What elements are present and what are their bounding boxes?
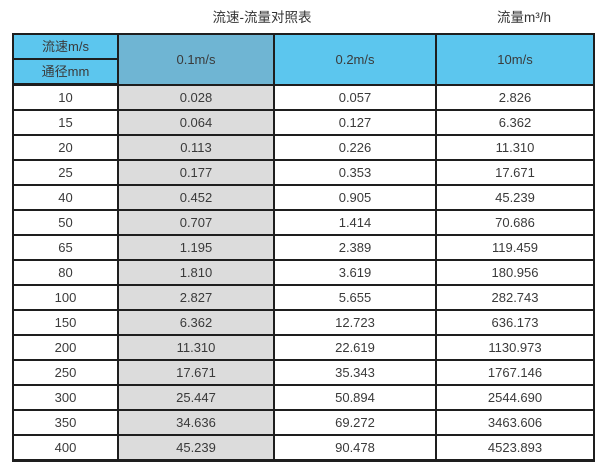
header-row-top: 流速m/s 0.1m/s 0.2m/s 10m/s [12, 33, 595, 86]
diameter-cell: 10 [12, 83, 119, 111]
value-cell-0.1ms: 17.671 [117, 359, 275, 386]
value-cell-0.2ms: 0.226 [273, 134, 437, 161]
value-cell-0.1ms: 0.113 [117, 134, 275, 161]
value-cell-0.1ms: 6.362 [117, 309, 275, 336]
value-cell-0.2ms: 90.478 [273, 434, 437, 462]
diameter-cell: 250 [12, 359, 119, 386]
value-cell-0.2ms: 0.057 [273, 83, 437, 111]
diameter-cell: 350 [12, 409, 119, 436]
value-cell-10ms: 119.459 [435, 234, 595, 261]
value-cell-10ms: 1767.146 [435, 359, 595, 386]
value-cell-0.1ms: 11.310 [117, 334, 275, 361]
value-cell-0.1ms: 0.452 [117, 184, 275, 211]
table-row: 250 17.671 35.343 1767.146 [12, 359, 595, 386]
value-cell-0.1ms: 34.636 [117, 409, 275, 436]
table-row: 65 1.195 2.389 119.459 [12, 234, 595, 261]
diameter-cell: 20 [12, 134, 119, 161]
column-header-0.1ms: 0.1m/s [117, 33, 275, 86]
header-velocity-label: 流速m/s [12, 33, 119, 60]
value-cell-10ms: 3463.606 [435, 409, 595, 436]
value-cell-0.2ms: 22.619 [273, 334, 437, 361]
value-cell-0.1ms: 0.028 [117, 83, 275, 111]
value-cell-10ms: 2544.690 [435, 384, 595, 411]
value-cell-0.2ms: 0.905 [273, 184, 437, 211]
value-cell-0.2ms: 35.343 [273, 359, 437, 386]
diameter-cell: 300 [12, 384, 119, 411]
value-cell-0.1ms: 1.810 [117, 259, 275, 286]
value-cell-0.2ms: 5.655 [273, 284, 437, 311]
table-row: 300 25.447 50.894 2544.690 [12, 384, 595, 411]
flow-rate-table: 流速m/s 0.1m/s 0.2m/s 10m/s 通径mm 10 0.028 … [12, 33, 595, 462]
value-cell-10ms: 1130.973 [435, 334, 595, 361]
diameter-cell: 40 [12, 184, 119, 211]
value-cell-10ms: 45.239 [435, 184, 595, 211]
value-cell-10ms: 17.671 [435, 159, 595, 186]
diameter-cell: 200 [12, 334, 119, 361]
value-cell-0.2ms: 2.389 [273, 234, 437, 261]
value-cell-10ms: 4523.893 [435, 434, 595, 462]
value-cell-10ms: 180.956 [435, 259, 595, 286]
value-cell-0.2ms: 3.619 [273, 259, 437, 286]
value-cell-10ms: 636.173 [435, 309, 595, 336]
value-cell-0.2ms: 12.723 [273, 309, 437, 336]
value-cell-0.2ms: 50.894 [273, 384, 437, 411]
diameter-cell: 50 [12, 209, 119, 236]
table-row: 400 45.239 90.478 4523.893 [12, 434, 595, 462]
diameter-cell: 15 [12, 109, 119, 136]
value-cell-0.1ms: 2.827 [117, 284, 275, 311]
value-cell-0.1ms: 0.177 [117, 159, 275, 186]
table-row: 50 0.707 1.414 70.686 [12, 209, 595, 236]
value-cell-0.1ms: 45.239 [117, 434, 275, 462]
header-row-bottom: 通径mm [12, 58, 594, 86]
value-cell-10ms: 11.310 [435, 134, 595, 161]
header-diameter-label: 通径mm [12, 58, 119, 86]
value-cell-0.2ms: 1.414 [273, 209, 437, 236]
value-cell-10ms: 282.743 [435, 284, 595, 311]
flow-unit-label: 流量m³/h [497, 10, 551, 25]
table-row: 200 11.310 22.619 1130.973 [12, 334, 595, 361]
column-header-0.2ms: 0.2m/s [273, 33, 437, 86]
diameter-cell: 65 [12, 234, 119, 261]
column-header-10ms: 10m/s [435, 33, 595, 86]
table-row: 100 2.827 5.655 282.743 [12, 284, 595, 311]
value-cell-0.1ms: 0.707 [117, 209, 275, 236]
value-cell-0.1ms: 25.447 [117, 384, 275, 411]
table-row: 10 0.028 0.057 2.826 [12, 83, 595, 111]
table-row: 20 0.113 0.226 11.310 [12, 134, 595, 161]
value-cell-10ms: 70.686 [435, 209, 595, 236]
table-row: 350 34.636 69.272 3463.606 [12, 409, 595, 436]
table-row: 25 0.177 0.353 17.671 [12, 159, 595, 186]
value-cell-0.2ms: 0.127 [273, 109, 437, 136]
table-row: 80 1.810 3.619 180.956 [12, 259, 595, 286]
table-body: 10 0.028 0.057 2.826 15 0.064 0.127 6.36… [12, 83, 595, 462]
value-cell-10ms: 6.362 [435, 109, 595, 136]
diameter-cell: 400 [12, 434, 119, 462]
diameter-cell: 25 [12, 159, 119, 186]
table-row: 15 0.064 0.127 6.362 [12, 109, 595, 136]
value-cell-10ms: 2.826 [435, 83, 595, 111]
table-row: 150 6.362 12.723 636.173 [12, 309, 595, 336]
value-cell-0.2ms: 69.272 [273, 409, 437, 436]
value-cell-0.1ms: 0.064 [117, 109, 275, 136]
table-row: 40 0.452 0.905 45.239 [12, 184, 595, 211]
value-cell-0.1ms: 1.195 [117, 234, 275, 261]
table-header: 流速m/s 0.1m/s 0.2m/s 10m/s 通径mm [12, 33, 595, 86]
diameter-cell: 100 [12, 284, 119, 311]
page-title: 流速-流量对照表 [212, 10, 312, 25]
value-cell-0.2ms: 0.353 [273, 159, 437, 186]
diameter-cell: 80 [12, 259, 119, 286]
top-labels: 流速-流量对照表 流量m³/h [0, 0, 600, 33]
diameter-cell: 150 [12, 309, 119, 336]
